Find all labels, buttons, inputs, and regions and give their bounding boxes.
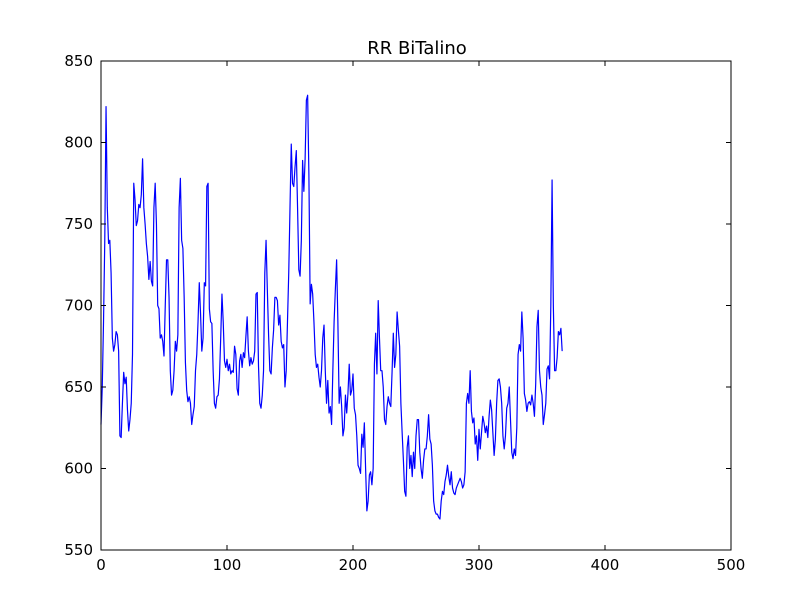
x-tick-label: 500 bbox=[717, 556, 746, 574]
y-tick-label: 600 bbox=[64, 460, 93, 478]
x-tick-label: 200 bbox=[339, 556, 368, 574]
y-tick-label: 550 bbox=[64, 541, 93, 559]
x-tick-label: 100 bbox=[213, 556, 242, 574]
y-tick-label: 700 bbox=[64, 297, 93, 315]
plot-area: 0 100 200 300 400 500 550 600 650 700 750 800 850 bbox=[64, 52, 745, 574]
y-tick-label: 800 bbox=[64, 134, 93, 152]
y-tick-label: 750 bbox=[64, 215, 93, 233]
x-tick-label: 0 bbox=[96, 556, 106, 574]
chart-title: RR BiTalino bbox=[367, 38, 467, 59]
y-tick-label: 650 bbox=[64, 378, 93, 396]
x-tick-label: 300 bbox=[465, 556, 494, 574]
series-line-0 bbox=[100, 94, 563, 520]
x-tick-label: 400 bbox=[591, 556, 620, 574]
y-tick-label: 850 bbox=[64, 52, 93, 70]
